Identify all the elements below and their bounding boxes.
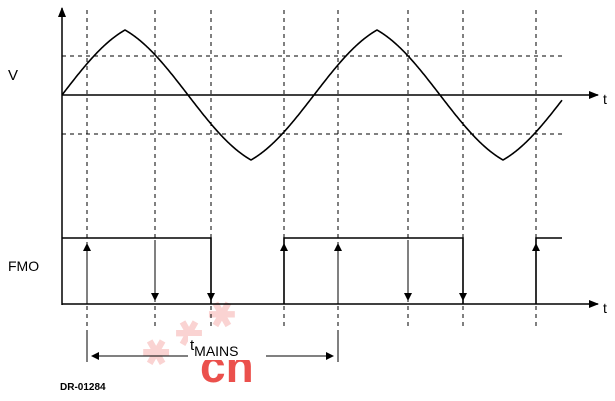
mains-label-backing: [188, 336, 266, 360]
threshold-lines: [62, 55, 562, 135]
mains-label-subscript: MAINS: [194, 343, 238, 359]
voltage-label: V: [8, 67, 18, 84]
time-label-top: t: [603, 91, 607, 107]
fmo-waveform: [62, 237, 562, 304]
voltage-waveform: [61, 29, 563, 161]
fmo-label: FMO: [8, 258, 39, 274]
vertical-gridlines: [86, 10, 537, 330]
fmo-edge-arrows: [83, 240, 540, 304]
time-label-bottom: t: [603, 300, 607, 316]
mains-label: tMAINS: [190, 337, 239, 359]
figure-code: DR-01284: [60, 382, 106, 393]
mains-label-t: t: [190, 337, 195, 354]
